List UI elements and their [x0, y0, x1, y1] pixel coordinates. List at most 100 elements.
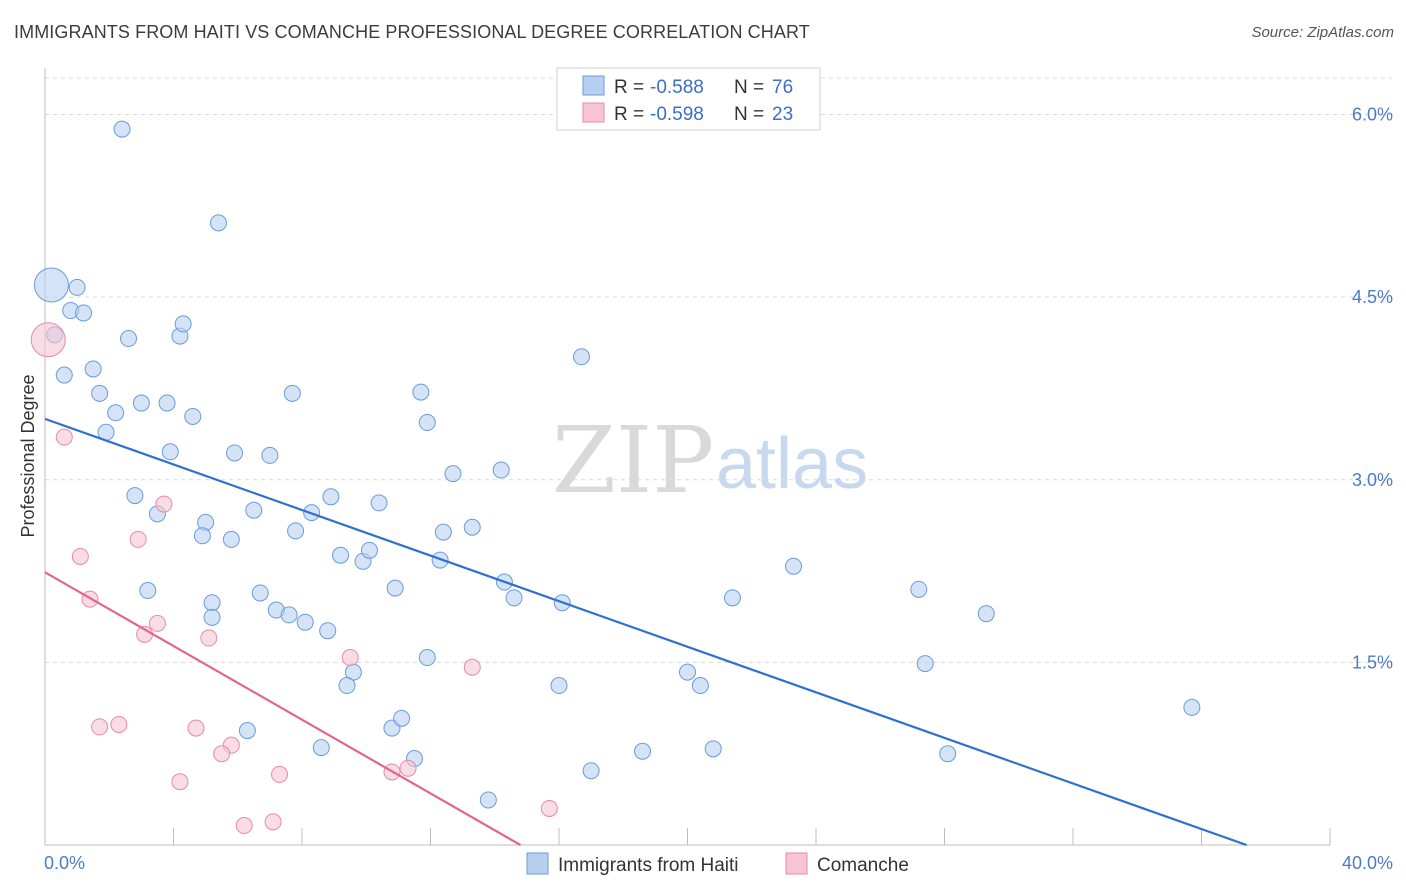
- data-point: [341, 649, 359, 667]
- y-tick-label: 3.0%: [1352, 470, 1393, 490]
- data-point: [370, 494, 388, 512]
- data-point: [126, 487, 144, 505]
- data-point: [434, 523, 452, 541]
- data-point: [582, 762, 600, 780]
- axes: [44, 68, 1331, 846]
- data-point: [283, 384, 301, 402]
- data-point: [977, 605, 995, 623]
- data-point: [540, 799, 558, 817]
- data-point: [264, 813, 282, 831]
- data-point: [444, 465, 462, 483]
- data-point: [939, 745, 957, 763]
- data-point: [161, 443, 179, 461]
- data-point: [226, 444, 244, 462]
- data-point: [235, 817, 253, 835]
- data-point: [174, 315, 192, 333]
- data-point: [312, 739, 330, 757]
- data-point: [148, 614, 166, 632]
- data-point: [203, 594, 221, 612]
- x-tick-label: 0.0%: [44, 853, 85, 873]
- data-point: [296, 613, 314, 631]
- legend-r-label-2: R =: [614, 104, 644, 125]
- y-tick-label: 1.5%: [1352, 652, 1393, 672]
- data-point: [505, 589, 523, 607]
- data-point: [33, 267, 69, 303]
- legend-n-label-1: N =: [734, 77, 764, 98]
- data-point: [916, 655, 934, 673]
- data-point: [479, 791, 497, 809]
- data-point: [139, 582, 157, 600]
- data-point: [399, 759, 417, 777]
- legend-r-value-2: -0.598: [650, 104, 704, 125]
- data-point: [319, 622, 337, 640]
- data-point: [418, 414, 436, 432]
- data-point: [412, 383, 430, 401]
- data-point: [492, 461, 510, 479]
- legend: R = -0.588 N = 76 R = -0.598 N = 23: [556, 67, 821, 131]
- bottom-legend-swatch-comanche: [785, 852, 808, 875]
- data-point: [338, 677, 356, 695]
- grid-lines: [45, 77, 1392, 663]
- legend-r-label-1: R =: [614, 77, 644, 98]
- data-point: [463, 658, 481, 676]
- data-point: [463, 518, 481, 536]
- data-point: [634, 742, 652, 760]
- data-point: [84, 360, 102, 378]
- data-point: [393, 709, 411, 727]
- x-tick-label: 40.0%: [1342, 853, 1393, 873]
- data-point: [245, 501, 263, 519]
- data-point: [222, 530, 240, 548]
- data-point: [550, 677, 568, 695]
- legend-n-label-2: N =: [734, 104, 764, 125]
- data-point: [107, 404, 125, 422]
- trend-line-haiti: [44, 417, 1247, 847]
- data-point: [171, 773, 189, 791]
- data-point: [691, 677, 709, 695]
- data-point: [91, 384, 109, 402]
- bottom-legend-swatch-haiti: [526, 852, 549, 875]
- data-point: [418, 649, 436, 667]
- data-point: [271, 765, 289, 783]
- series-haiti: [33, 120, 1201, 809]
- data-point: [287, 522, 305, 540]
- data-point: [129, 530, 147, 548]
- watermark: ZIP atlas: [552, 407, 868, 514]
- data-point: [209, 214, 227, 232]
- data-point: [68, 278, 86, 296]
- data-point: [280, 606, 298, 624]
- data-point: [386, 579, 404, 597]
- data-point: [120, 330, 138, 348]
- data-point: [203, 608, 221, 626]
- y-tick-label: 6.0%: [1352, 105, 1393, 125]
- data-point: [55, 366, 73, 384]
- chart-title: IMMIGRANTS FROM HAITI VS COMANCHE PROFES…: [14, 22, 810, 42]
- data-point: [193, 527, 211, 545]
- legend-n-value-2: 23: [772, 104, 793, 125]
- legend-r-value-1: -0.588: [650, 77, 704, 98]
- watermark-atlas: atlas: [716, 424, 868, 504]
- data-point: [113, 120, 131, 138]
- legend-swatch-haiti: [582, 75, 605, 96]
- data-point: [158, 394, 176, 412]
- data-point: [155, 495, 173, 513]
- y-axis-label: Professional Degree: [18, 374, 38, 537]
- data-point: [55, 428, 73, 446]
- data-point: [184, 407, 202, 425]
- legend-n-value-1: 76: [772, 77, 793, 98]
- data-point: [360, 541, 378, 559]
- data-point: [200, 629, 218, 647]
- data-point: [75, 304, 93, 322]
- data-point: [723, 589, 741, 607]
- data-point: [1183, 698, 1201, 716]
- data-point: [110, 715, 128, 733]
- legend-swatch-comanche: [582, 102, 605, 123]
- data-point: [132, 394, 150, 412]
- data-point: [91, 718, 109, 736]
- data-point: [704, 740, 722, 758]
- data-point: [238, 722, 256, 740]
- watermark-zip: ZIP: [552, 407, 714, 514]
- data-point: [261, 446, 279, 464]
- data-point: [785, 557, 803, 575]
- data-point: [910, 580, 928, 598]
- source-label: Source: ZipAtlas.com: [1251, 24, 1394, 41]
